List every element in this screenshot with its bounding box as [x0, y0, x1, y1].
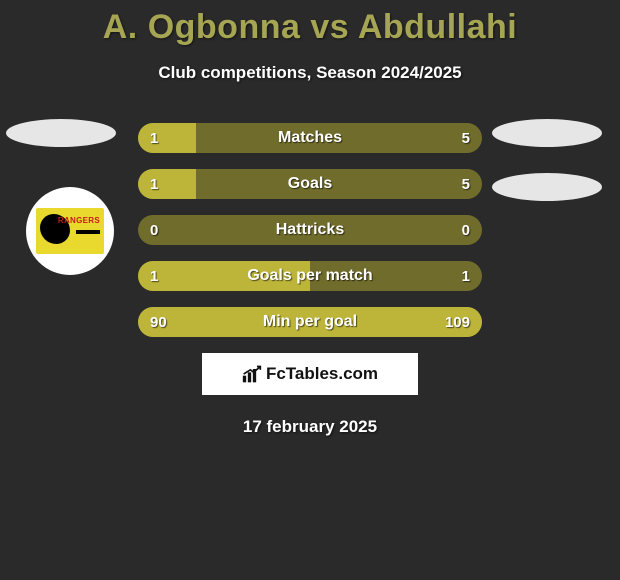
stat-row: 0 0Hattricks: [138, 215, 482, 245]
comparison-bars: 15Matches 15Goals 0 0Hattricks 11Goals per m…: [138, 123, 482, 337]
player-badge-right-1: [492, 119, 602, 147]
branding-box: FcTables.com: [202, 353, 418, 395]
player-badge-left: [6, 119, 116, 147]
stat-value-right: 1: [450, 261, 482, 291]
bar-fill-left: [138, 123, 196, 153]
club-badge-text: RANGERS: [58, 216, 100, 225]
stat-value-right: 5: [450, 123, 482, 153]
stat-value-right: 5: [450, 169, 482, 199]
stats-area: RANGERS 15Matches 15Goals 0 0Hattricks 11Goa…: [0, 123, 620, 437]
bar-fill-left: [138, 169, 196, 199]
branding-text: FcTables.com: [266, 364, 378, 384]
date-text: 17 february 2025: [0, 417, 620, 437]
stat-row: 15Matches: [138, 123, 482, 153]
club-badge-left: RANGERS: [26, 187, 114, 275]
club-badge-line: [76, 230, 100, 234]
stat-row: 90109Min per goal: [138, 307, 482, 337]
player-badge-right-2: [492, 173, 602, 201]
bar-fill-left: [138, 307, 482, 337]
stat-row: 15Goals: [138, 169, 482, 199]
stat-row: 11Goals per match: [138, 261, 482, 291]
page-title: A. Ogbonna vs Abdullahi: [0, 0, 620, 47]
club-badge-inner: RANGERS: [36, 208, 104, 254]
bar-fill-left: [138, 261, 310, 291]
subtitle: Club competitions, Season 2024/2025: [0, 63, 620, 83]
bars-growth-icon: [242, 365, 262, 383]
stat-value-right: 0: [450, 215, 482, 245]
stat-value-left: 0: [138, 215, 170, 245]
stat-label: Hattricks: [138, 215, 482, 245]
